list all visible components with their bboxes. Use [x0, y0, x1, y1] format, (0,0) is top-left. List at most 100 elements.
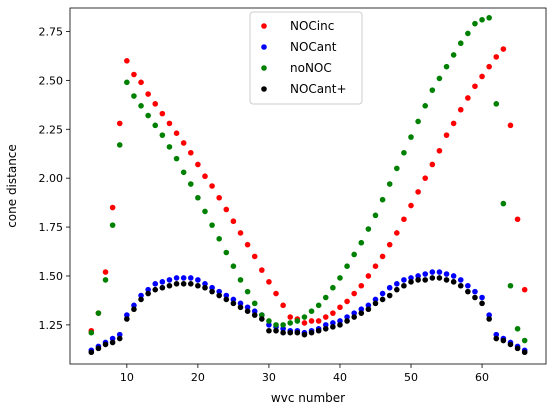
point-0-61 [521, 286, 528, 293]
point-3-36 [344, 318, 350, 324]
point-2-22 [244, 288, 251, 295]
point-3-51 [450, 279, 457, 285]
point-3-47 [422, 277, 429, 283]
point-3-13 [180, 281, 187, 287]
point-0-13 [180, 140, 187, 146]
point-3-1 [95, 345, 102, 352]
point-0-33 [322, 314, 329, 320]
point-0-60 [514, 216, 521, 223]
point-2-42 [386, 181, 393, 187]
point-0-44 [401, 216, 407, 223]
point-3-55 [479, 300, 485, 307]
point-2-10 [159, 132, 166, 138]
point-1-21 [237, 300, 244, 307]
point-2-31 [308, 308, 315, 314]
point-1-17 [209, 284, 215, 291]
point-0-7 [138, 79, 144, 86]
point-0-14 [187, 149, 194, 156]
point-0-51 [450, 120, 457, 127]
point-3-27 [280, 329, 286, 336]
plot-frame [69, 7, 547, 365]
point-3-56 [486, 316, 492, 322]
point-3-50 [443, 277, 450, 283]
point-0-43 [394, 230, 400, 236]
x-tick-label-2: 30 [262, 371, 276, 384]
point-3-3 [109, 339, 116, 346]
legend-label-3: NOCant+ [290, 82, 347, 96]
point-3-34 [330, 324, 336, 330]
point-2-56 [486, 14, 492, 21]
point-0-35 [337, 304, 343, 311]
point-3-31 [308, 329, 315, 336]
point-1-18 [216, 288, 222, 295]
point-2-33 [322, 294, 329, 301]
legend-label-0: NOCinc [290, 19, 334, 33]
point-0-47 [422, 175, 429, 181]
point-1-42 [386, 284, 393, 291]
point-2-21 [237, 277, 244, 283]
x-tick-label-1: 20 [191, 371, 205, 384]
legend-label-2: noNOC [290, 61, 332, 75]
point-3-57 [493, 335, 500, 342]
point-0-3 [109, 204, 116, 211]
point-1-51 [450, 273, 457, 279]
point-2-29 [294, 318, 301, 324]
point-2-23 [251, 300, 258, 307]
point-2-43 [394, 165, 400, 172]
point-1-50 [443, 271, 450, 277]
point-0-5 [124, 58, 130, 64]
y-tick-label-0: 1.25 [39, 319, 64, 332]
point-2-32 [315, 302, 322, 309]
point-1-11 [166, 277, 173, 283]
point-2-5 [124, 79, 130, 86]
point-0-25 [266, 279, 272, 285]
point-3-21 [237, 304, 244, 311]
point-2-14 [187, 181, 194, 187]
point-0-22 [244, 241, 251, 248]
point-2-8 [145, 112, 151, 119]
point-1-27 [280, 325, 286, 332]
point-0-26 [273, 290, 279, 297]
point-1-48 [429, 269, 436, 275]
point-0-59 [507, 122, 514, 129]
point-1-54 [472, 288, 478, 295]
point-0-4 [116, 120, 123, 127]
point-0-34 [330, 310, 336, 316]
point-0-17 [209, 183, 215, 189]
point-1-16 [202, 281, 208, 287]
point-1-22 [244, 304, 251, 311]
point-1-23 [251, 308, 258, 314]
point-2-44 [401, 149, 407, 156]
x-axis-ticks: 10 20 30 40 50 60 [120, 364, 489, 384]
point-1-44 [401, 277, 407, 283]
point-0-27 [280, 302, 286, 309]
point-1-25 [266, 322, 272, 328]
point-2-40 [372, 212, 379, 219]
point-2-24 [259, 312, 265, 318]
point-3-4 [116, 335, 123, 342]
point-3-15 [195, 282, 201, 289]
point-3-29 [294, 329, 301, 336]
point-0-53 [465, 95, 471, 101]
point-0-2 [102, 269, 109, 275]
y-tick-label-6: 2.75 [39, 25, 64, 38]
point-1-52 [457, 277, 464, 283]
point-3-0 [88, 349, 95, 356]
point-1-41 [379, 290, 386, 297]
point-1-40 [372, 296, 379, 303]
y-tick-label-2: 1.75 [39, 221, 64, 234]
point-2-17 [209, 222, 215, 228]
legend-marker-1 [261, 44, 267, 50]
point-1-9 [152, 281, 159, 287]
point-3-42 [386, 292, 393, 299]
point-2-1 [95, 310, 102, 316]
point-0-58 [500, 46, 507, 52]
point-1-15 [195, 277, 201, 283]
point-3-37 [351, 314, 357, 320]
point-3-49 [436, 275, 443, 281]
point-3-11 [166, 282, 173, 289]
point-3-32 [315, 327, 322, 334]
point-3-60 [514, 345, 521, 352]
point-2-18 [216, 236, 222, 242]
